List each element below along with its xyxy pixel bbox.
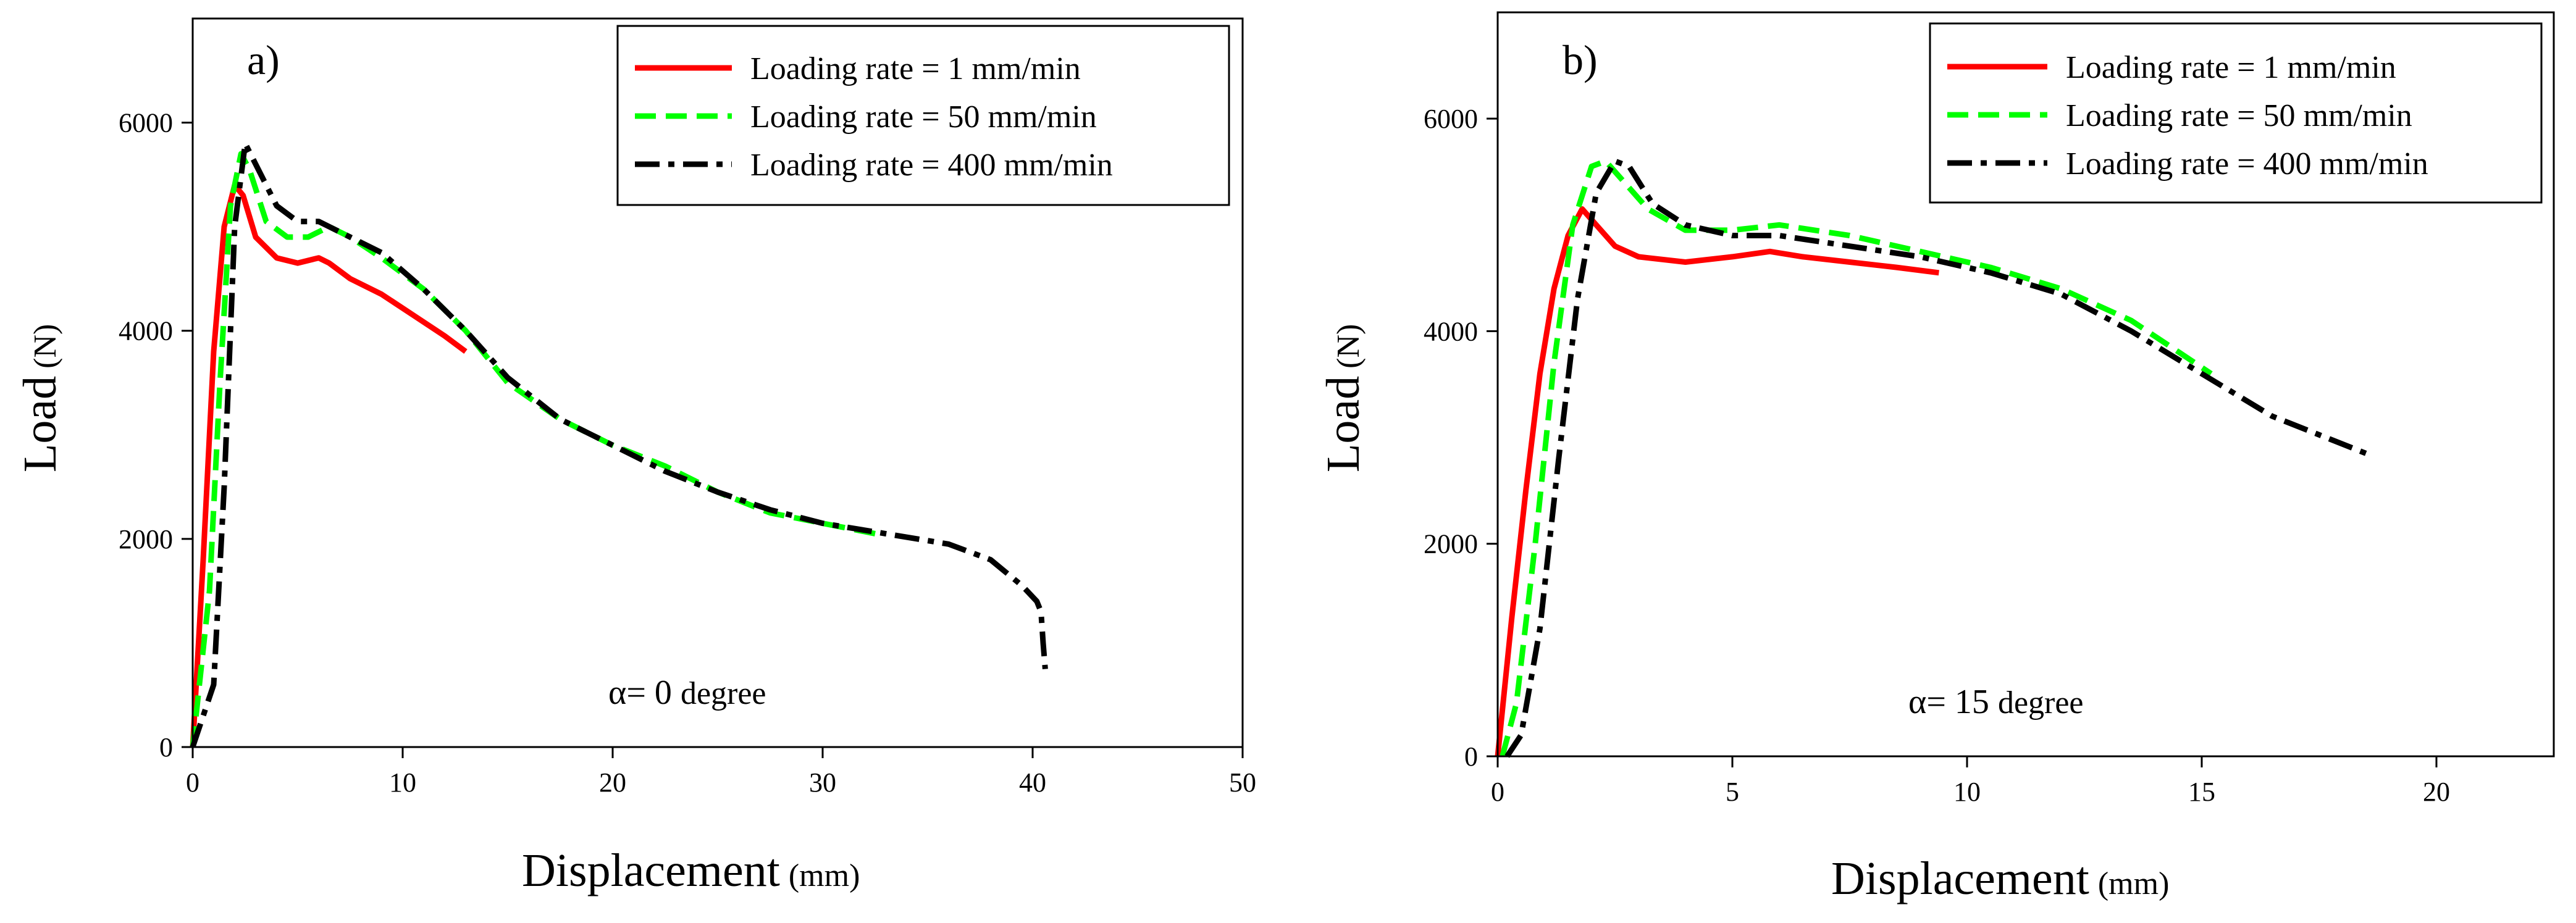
legend-label-a-1: Loading rate = 1 mm/min	[750, 51, 1081, 86]
alpha-symbol-a: α	[608, 674, 626, 712]
legend-box-a	[616, 25, 1230, 206]
x-axis-title-b: Displacement (mm)	[1831, 853, 2169, 904]
series-line-a-2	[190, 151, 876, 748]
x-tick-label-b-4: 20	[2423, 777, 2450, 807]
y-axis-title-b: Load (N)	[1317, 324, 1369, 472]
y-axis-label-b: Load	[1317, 376, 1369, 472]
x-axis-unit-b: (mm)	[2098, 866, 2170, 901]
x-tick-label-a-5: 50	[1229, 767, 1256, 798]
legend-label-b-3: Loading rate = 400 mm/min	[2066, 146, 2428, 182]
series-line-b-2	[1500, 158, 2213, 758]
x-tick-label-b-1: 5	[1726, 777, 1739, 807]
y-axis-title-a: Load (N)	[14, 324, 66, 472]
panel-label-b: b)	[1563, 36, 1598, 83]
legend-label-a-3: Loading rate = 400 mm/min	[750, 148, 1113, 183]
x-tick-label-b-3: 15	[2188, 777, 2215, 807]
angle-annotation-a: α= 0 degree	[608, 674, 766, 712]
series-line-a-1	[190, 182, 468, 748]
y-axis-unit-a: (N)	[28, 324, 63, 369]
chart-panel-a: 0 10 20 30 40 50 0 2000 4000 6000 a) Displacement…	[14, 17, 1256, 896]
y-axis-unit-b: (N)	[1331, 324, 1366, 369]
x-axis-label-a: Displacement	[522, 845, 780, 896]
y-tick-label-a-2: 4000	[119, 316, 173, 346]
angle-value-a: = 0	[626, 674, 672, 712]
ticks-layer-a: 0 10 20 30 40 50 0 2000 4000 6000	[119, 108, 1256, 798]
series-line-a-3	[190, 140, 1048, 748]
legend-b: Loading rate = 1 mm/min Loading rate = 5…	[1929, 22, 2543, 204]
y-tick-label-b-2: 4000	[1424, 316, 1478, 346]
chart-panel-b: 0 5 10 15 20 0 2000 4000 6000 b) Displacement (mm…	[1317, 11, 2555, 904]
panel-label-a: a)	[247, 36, 280, 83]
alpha-symbol-b: α	[1908, 683, 1926, 721]
x-tick-label-a-3: 30	[809, 767, 836, 798]
plot-frame-b	[1496, 11, 2555, 758]
series-line-b-1	[1495, 206, 1939, 757]
legend-label-b-1: Loading rate = 1 mm/min	[2066, 50, 2396, 85]
legend-label-a-2: Loading rate = 50 mm/min	[750, 99, 1097, 135]
x-axis-unit-a: (mm)	[789, 858, 860, 893]
series-line-b-3	[1504, 158, 2367, 758]
y-tick-label-a-3: 6000	[119, 108, 173, 138]
ticks-layer-b: 0 5 10 15 20 0 2000 4000 6000	[1424, 104, 2450, 807]
y-tick-label-b-3: 6000	[1424, 104, 1478, 134]
legend-label-b-2: Loading rate = 50 mm/min	[2066, 98, 2412, 133]
series-layer-a	[190, 140, 1048, 748]
angle-value-b: = 15	[1926, 683, 1989, 721]
y-tick-label-b-1: 2000	[1424, 529, 1478, 559]
angle-annotation-b: α= 15 degree	[1908, 683, 2084, 721]
angle-unit-b: degree	[1998, 685, 2084, 720]
plot-frame-a	[191, 17, 1244, 748]
x-tick-label-a-1: 10	[389, 767, 416, 798]
x-tick-label-b-0: 0	[1491, 777, 1504, 807]
x-tick-label-a-4: 40	[1019, 767, 1046, 798]
x-tick-label-a-0: 0	[186, 767, 199, 798]
x-axis-label-b: Displacement	[1831, 853, 2089, 904]
y-axis-label-a: Load	[14, 376, 66, 472]
angle-unit-a: degree	[681, 676, 766, 711]
x-axis-title-a: Displacement (mm)	[522, 845, 860, 896]
x-tick-label-b-2: 10	[1953, 777, 1981, 807]
legend-box-b	[1929, 22, 2543, 204]
x-tick-label-a-2: 20	[599, 767, 626, 798]
y-tick-label-b-0: 0	[1464, 741, 1478, 772]
y-tick-label-a-0: 0	[159, 732, 173, 762]
legend-a: Loading rate = 1 mm/min Loading rate = 5…	[616, 25, 1230, 206]
series-layer-b	[1495, 158, 2367, 758]
y-tick-label-a-1: 2000	[119, 524, 173, 554]
